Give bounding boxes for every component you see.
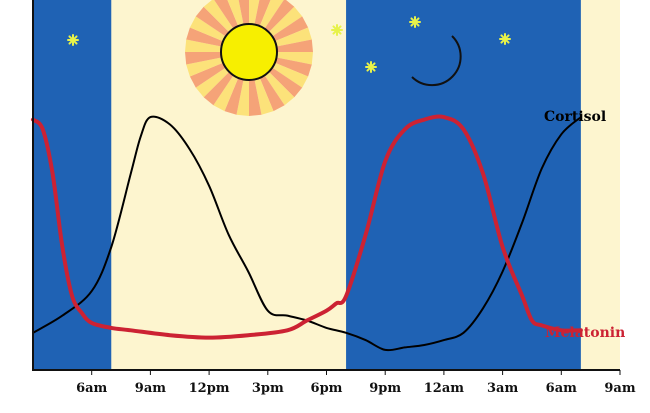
- sun-icon: [185, 0, 313, 116]
- x-tick-label: 6am: [76, 381, 107, 396]
- star-icon: [499, 33, 511, 45]
- x-tick-label: 3pm: [252, 381, 284, 396]
- star-icon: [365, 61, 377, 73]
- x-tick-label: 9am: [604, 381, 635, 396]
- x-tick-label: 9pm: [369, 381, 401, 396]
- night-bands: [33, 0, 581, 370]
- x-tick-label: 3am: [487, 381, 518, 396]
- night-band-0: [33, 0, 112, 370]
- series-label-cortisol: Cortisol: [544, 109, 606, 125]
- series-lines: [31, 114, 583, 352]
- stars: [67, 16, 511, 73]
- star-icon: [331, 24, 343, 36]
- x-tick-label: 12am: [424, 381, 465, 396]
- x-tick-label: 6pm: [311, 381, 343, 396]
- star-icon: [67, 34, 79, 46]
- x-axis-ticks: 6am 9am 12pm 3pm 6pm 9pm 12am 3am 6am 9am: [76, 370, 636, 396]
- sun-ray: [249, 0, 271, 52]
- x-tick-label: 6am: [546, 381, 577, 396]
- x-tick-label: 9am: [135, 381, 166, 396]
- series-label-melatonin: Melatonin: [545, 325, 625, 341]
- sun-disc: [220, 23, 278, 81]
- x-tick-label: 12pm: [189, 381, 230, 396]
- moon-icon: [411, 35, 462, 87]
- star-icon: [409, 16, 421, 28]
- night-band-1: [346, 0, 581, 370]
- series-line-melatonin: [31, 114, 583, 340]
